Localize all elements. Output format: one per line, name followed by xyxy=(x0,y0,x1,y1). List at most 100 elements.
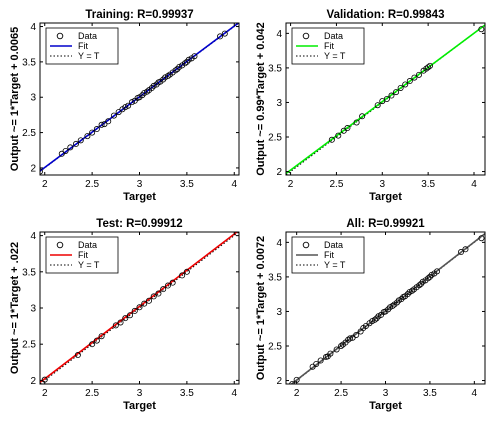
data-point xyxy=(181,60,188,67)
data-point xyxy=(128,99,135,106)
data-point xyxy=(74,352,81,359)
data-point xyxy=(136,304,143,311)
data-point xyxy=(338,342,345,349)
y-tick-label: 3 xyxy=(30,93,36,104)
data-point xyxy=(176,63,183,70)
legend-label: Y = T xyxy=(324,260,346,270)
data-point xyxy=(73,140,80,147)
data-point xyxy=(353,119,360,126)
x-tick-label: 2.5 xyxy=(85,179,99,190)
data-point xyxy=(153,81,160,88)
data-point xyxy=(313,360,320,367)
data-point xyxy=(389,302,396,309)
data-point xyxy=(150,82,157,89)
data-point xyxy=(353,331,360,338)
x-axis-label: Target xyxy=(369,400,402,412)
data-point xyxy=(145,297,152,304)
data-point xyxy=(333,346,340,353)
y-tick-label: 3.5 xyxy=(268,63,282,74)
data-point xyxy=(335,132,342,139)
y-tick-label: 4 xyxy=(276,238,282,249)
y-tick-label: 4 xyxy=(30,22,36,33)
legend-label: Y = T xyxy=(78,51,100,61)
data-point xyxy=(221,30,228,37)
x-tick-label: 2 xyxy=(42,179,48,190)
x-tick-label: 4 xyxy=(231,179,237,190)
legend-label: Data xyxy=(78,240,97,250)
data-point xyxy=(416,282,423,289)
x-tick-label: 2 xyxy=(42,388,48,399)
data-point xyxy=(462,246,469,253)
x-tick-label: 2.5 xyxy=(334,388,348,399)
x-tick-label: 3.5 xyxy=(423,388,437,399)
data-point xyxy=(98,121,105,128)
data-point xyxy=(346,335,353,342)
y-tick-label: 3 xyxy=(30,304,36,315)
data-point xyxy=(62,147,69,154)
y-axis-label: Output ~= 1*Target + 0.0065 xyxy=(9,27,21,171)
data-point xyxy=(101,121,108,128)
chart-title: All: R=0.99921 xyxy=(346,218,425,230)
x-tick-label: 4 xyxy=(231,388,237,399)
data-point xyxy=(77,137,84,144)
chart-panel-2: 2 2.5 3 3.5 4 2 2.5 3 3.5 4 Validation: R=0.99843 T… xyxy=(255,9,486,203)
chart-title: Validation: R=0.99843 xyxy=(327,9,445,21)
data-point xyxy=(425,275,432,282)
x-tick-label: 2 xyxy=(288,179,294,190)
legend-marker-data xyxy=(302,241,310,249)
chart-panel-4: 2 2.5 3 3.5 4 2 2.5 3 3.5 4 All: R=0.99921 Target Ou… xyxy=(255,218,486,412)
data-point xyxy=(374,102,381,109)
y-tick-label: 2 xyxy=(30,163,36,174)
data-point xyxy=(105,118,112,125)
data-point xyxy=(426,273,433,280)
data-point xyxy=(164,282,171,289)
legend-label: Data xyxy=(324,240,343,250)
fit-line xyxy=(40,23,239,172)
legend-marker-data xyxy=(302,32,310,40)
legend-marker-data xyxy=(56,32,64,40)
data-point xyxy=(402,81,409,88)
data-point xyxy=(418,280,425,287)
chart-panel-1: 2 2.5 3 3.5 4 2 2.5 3 3.5 4 Training: R=0.99937 Tar… xyxy=(9,9,240,203)
x-axis-label: Target xyxy=(369,191,402,203)
data-point xyxy=(183,268,190,275)
data-point xyxy=(411,74,418,81)
x-tick-label: 2.5 xyxy=(85,388,99,399)
data-point xyxy=(185,56,192,63)
data-point xyxy=(139,92,146,99)
data-point xyxy=(217,33,224,40)
x-tick-label: 3 xyxy=(380,179,386,190)
data-point xyxy=(415,71,422,78)
legend-label: Fit xyxy=(324,41,334,51)
data-point xyxy=(89,341,96,348)
data-point xyxy=(125,102,132,109)
y-axis-label: Output ~= 0.99*Target + 0.042 xyxy=(255,22,267,176)
data-point xyxy=(164,73,171,80)
data-point xyxy=(478,235,485,242)
chart-title: Training: R=0.99937 xyxy=(85,9,193,21)
legend-label: Y = T xyxy=(78,260,100,270)
x-tick-label: 3.5 xyxy=(180,179,194,190)
y-tick-label: 4 xyxy=(30,231,36,242)
data-point xyxy=(141,89,148,96)
data-point xyxy=(144,88,151,95)
x-tick-label: 2.5 xyxy=(329,179,343,190)
data-point xyxy=(425,64,432,71)
x-tick-label: 2 xyxy=(294,388,300,399)
data-point xyxy=(394,299,401,306)
data-point xyxy=(174,65,181,72)
y-tick-label: 2.5 xyxy=(22,340,36,351)
chart-panel-3: 2 2.5 3 3.5 4 2 2.5 3 3.5 4 Test: R=0.99912 Target O… xyxy=(9,218,240,412)
fit-line xyxy=(40,232,239,384)
data-point xyxy=(344,125,351,132)
y-tick-label: 3 xyxy=(276,307,282,318)
data-point xyxy=(328,136,335,143)
legend-label: Y = T xyxy=(324,51,346,61)
y-tick-label: 2 xyxy=(276,167,282,178)
x-tick-label: 3.5 xyxy=(421,179,435,190)
data-point xyxy=(191,53,198,60)
